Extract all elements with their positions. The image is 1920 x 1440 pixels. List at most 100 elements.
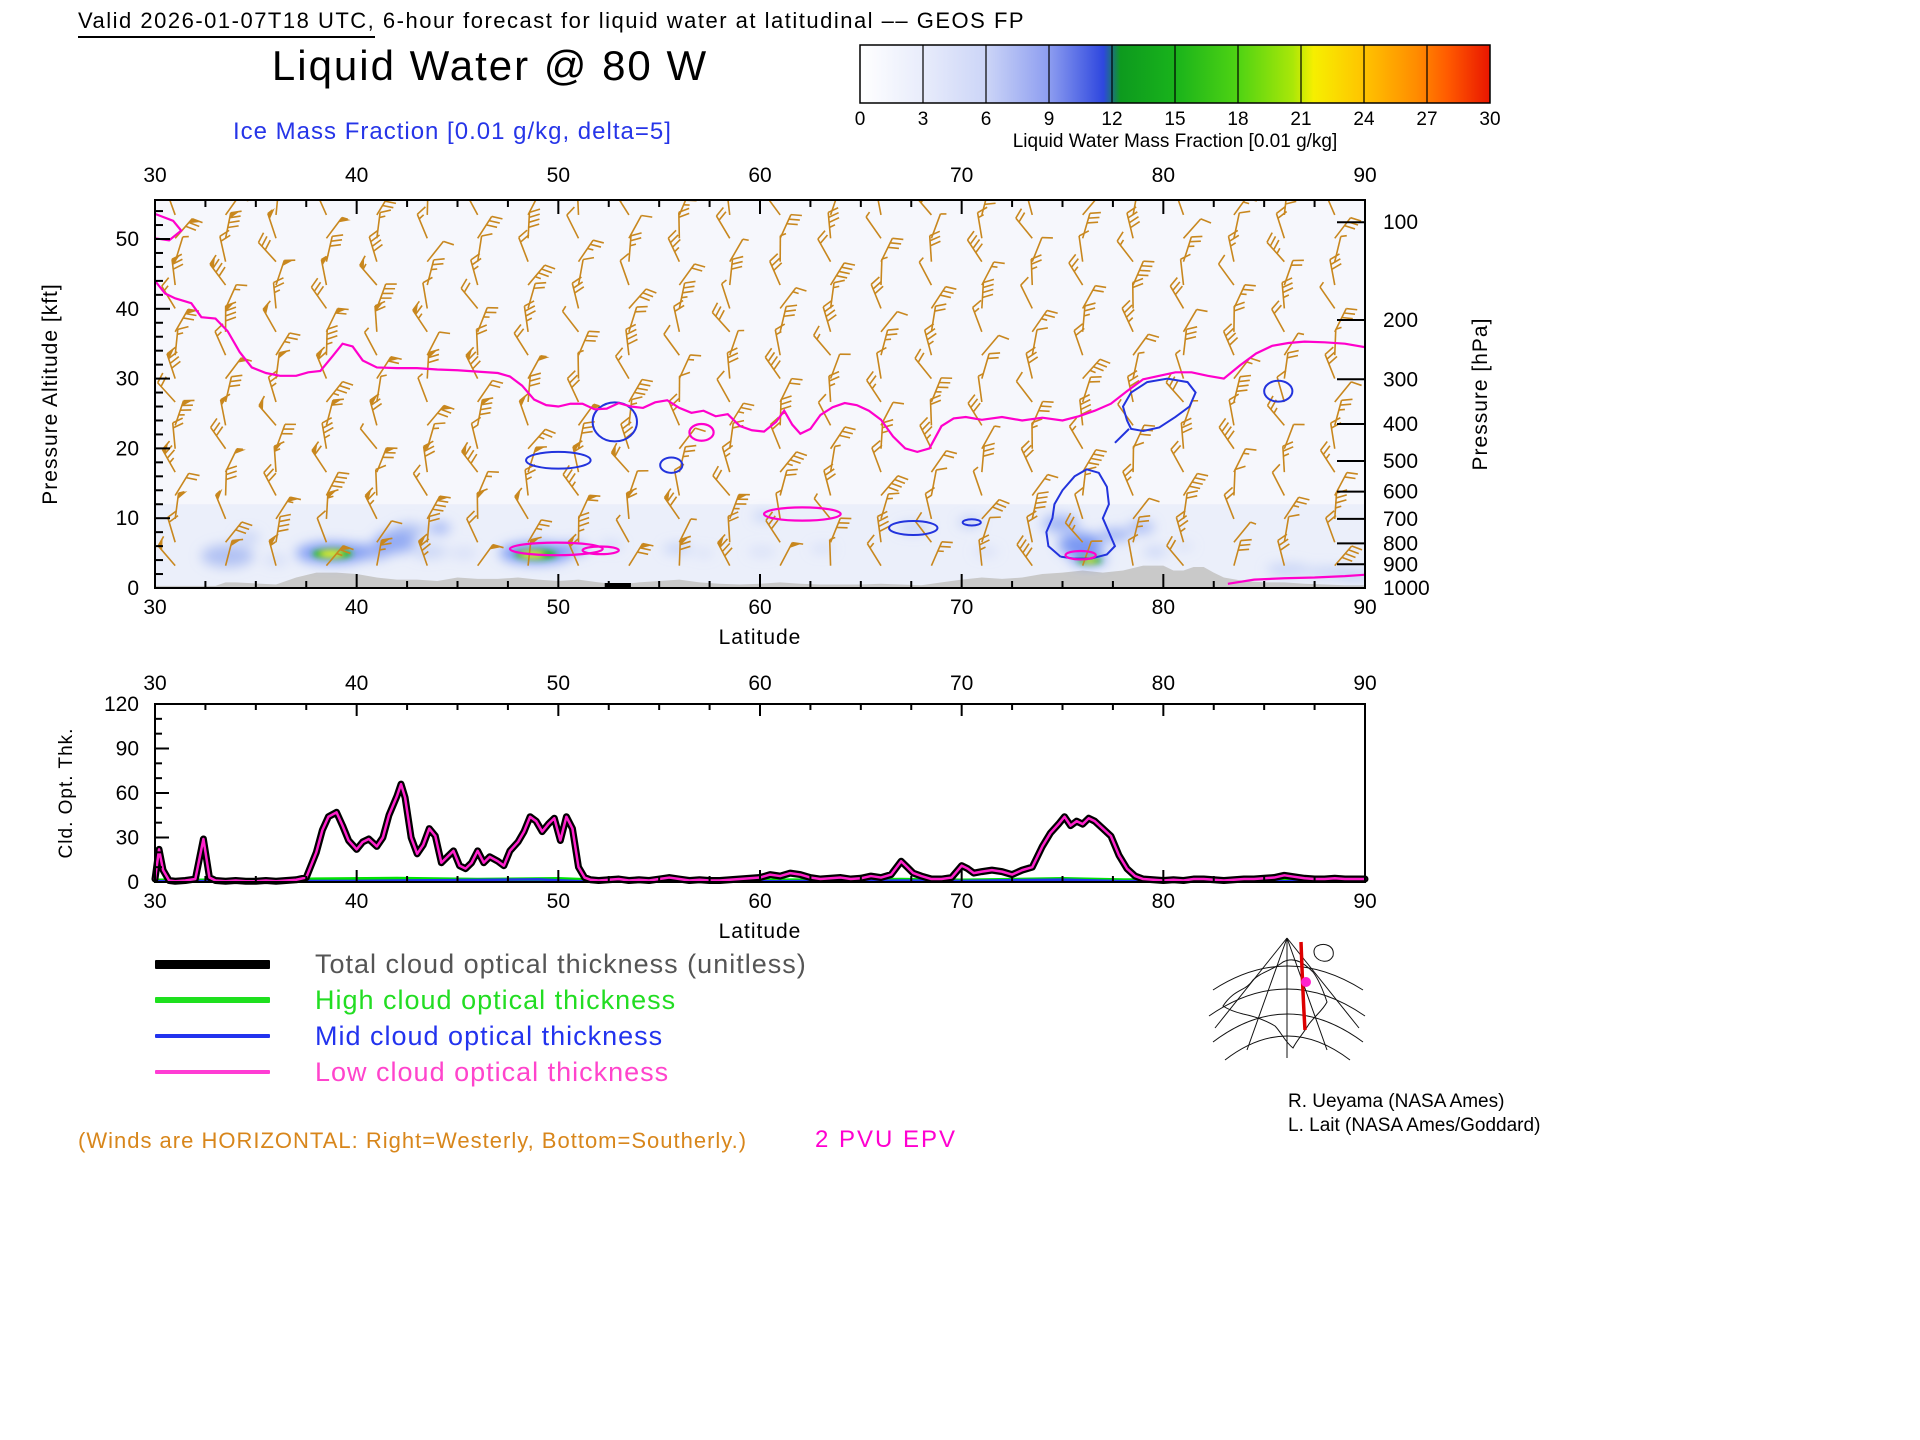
series-total [151, 780, 1369, 885]
svg-text:500: 500 [1383, 450, 1418, 473]
svg-text:20: 20 [116, 437, 139, 460]
svg-text:30: 30 [143, 890, 166, 913]
svg-text:40: 40 [345, 890, 368, 913]
ice-mass-contours [525, 377, 1294, 560]
lower-axes [154, 703, 1366, 883]
page-title: Liquid Water @ 80 W [271, 42, 709, 89]
svg-text:90: 90 [116, 738, 139, 761]
svg-text:Latitude: Latitude [719, 626, 802, 649]
cross-section-panel: 3030404050506060707080809090010203040501… [39, 164, 1492, 649]
legend-label-low: Low cloud optical thickness [315, 1056, 670, 1087]
svg-text:600: 600 [1383, 481, 1418, 504]
svg-text:50: 50 [116, 228, 139, 251]
valid-time-prefix: Valid 2026-01-07T18 UTC, [78, 8, 376, 38]
svg-text:300: 300 [1383, 368, 1418, 391]
svg-text:40: 40 [116, 298, 139, 321]
svg-text:Pressure [hPa]: Pressure [hPa] [1469, 318, 1492, 471]
svg-text:50: 50 [547, 890, 570, 913]
svg-text:21: 21 [1290, 109, 1311, 130]
legend-item-low: Low cloud optical thickness [155, 1054, 807, 1090]
svg-text:60: 60 [748, 890, 771, 913]
svg-text:200: 200 [1383, 309, 1418, 332]
legend-item-total: Total cloud optical thickness (unitless) [155, 946, 807, 982]
liquid-water-field [201, 511, 1364, 581]
svg-text:3: 3 [918, 109, 929, 130]
svg-text:0: 0 [855, 109, 866, 130]
optical-thickness-panel: 30304040505060607070808090900306090120La… [56, 672, 1377, 943]
main-axes [154, 199, 1366, 589]
svg-text:9: 9 [1044, 109, 1055, 130]
svg-text:40: 40 [345, 596, 368, 619]
legend-swatch-low [155, 1070, 270, 1074]
valid-time-header: Valid 2026-01-07T18 UTC, 6-hour forecast… [78, 8, 1026, 38]
svg-text:30: 30 [143, 672, 166, 695]
legend-label-total: Total cloud optical thickness (unitless) [315, 948, 807, 979]
svg-text:100: 100 [1383, 211, 1418, 234]
legend-swatch-mid [155, 1034, 270, 1038]
legend-label-high: High cloud optical thickness [315, 984, 677, 1015]
svg-text:30: 30 [116, 368, 139, 391]
svg-text:30: 30 [116, 827, 139, 850]
svg-text:120: 120 [104, 693, 139, 716]
svg-text:800: 800 [1383, 532, 1418, 555]
svg-text:30: 30 [143, 596, 166, 619]
svg-text:80: 80 [1152, 164, 1175, 187]
credit-line-2: L. Lait (NASA Ames/Goddard) [1288, 1115, 1541, 1136]
colorbar: 0 3 6 9 12 15 18 21 24 27 30 Liquid Water Mass Frac… [855, 44, 1501, 152]
svg-text:50: 50 [547, 596, 570, 619]
svg-text:27: 27 [1416, 109, 1437, 130]
legend-item-mid: Mid cloud optical thickness [155, 1018, 807, 1054]
location-marker [1301, 977, 1311, 987]
svg-text:30: 30 [143, 164, 166, 187]
svg-text:90: 90 [1353, 164, 1376, 187]
svg-text:50: 50 [547, 164, 570, 187]
svg-text:1000: 1000 [1383, 577, 1430, 600]
valid-time-rest: 6-hour forecast for liquid water at lati… [375, 8, 1026, 33]
svg-text:90: 90 [1353, 672, 1376, 695]
legend-swatch-total [155, 959, 270, 969]
svg-text:60: 60 [748, 164, 771, 187]
svg-text:30: 30 [1479, 109, 1500, 130]
svg-text:Cld. Opt. Thk.: Cld. Opt. Thk. [56, 728, 77, 859]
ice-mass-fraction-subtitle: Ice Mass Fraction [0.01 g/kg, delta=5] [233, 118, 672, 145]
svg-text:24: 24 [1353, 109, 1375, 130]
svg-text:Pressure Altitude [kft]: Pressure Altitude [kft] [39, 283, 62, 504]
epv-2pvu-line [156, 280, 1364, 454]
svg-text:400: 400 [1383, 413, 1418, 436]
legend: Total cloud optical thickness (unitless)… [155, 946, 807, 1090]
svg-text:15: 15 [1164, 109, 1185, 130]
credits: R. Ueyama (NASA Ames) L. Lait (NASA Ames… [1288, 1090, 1540, 1138]
svg-text:18: 18 [1227, 109, 1248, 130]
svg-text:60: 60 [748, 672, 771, 695]
svg-text:40: 40 [345, 164, 368, 187]
svg-text:Latitude: Latitude [719, 920, 802, 943]
svg-text:50: 50 [547, 672, 570, 695]
svg-text:80: 80 [1152, 672, 1175, 695]
svg-text:70: 70 [950, 672, 973, 695]
svg-text:70: 70 [950, 164, 973, 187]
svg-text:90: 90 [1353, 890, 1376, 913]
svg-text:10: 10 [116, 507, 139, 530]
svg-text:60: 60 [116, 782, 139, 805]
svg-text:60: 60 [748, 596, 771, 619]
svg-text:0: 0 [127, 871, 139, 894]
svg-text:900: 900 [1383, 553, 1418, 576]
svg-text:0: 0 [127, 577, 139, 600]
locator-map [1208, 937, 1366, 1061]
coastline [1222, 959, 1328, 1049]
svg-text:70: 70 [950, 596, 973, 619]
wind-barbs [156, 201, 1363, 567]
svg-text:40: 40 [345, 672, 368, 695]
svg-text:Liquid Water Mass Fraction [0.: Liquid Water Mass Fraction [0.01 g/kg] [1013, 131, 1338, 152]
svg-text:70: 70 [950, 890, 973, 913]
epv-contour-label: 2 PVU EPV [815, 1126, 958, 1153]
winds-note: (Winds are HORIZONTAL: Right=Westerly, B… [78, 1128, 748, 1153]
svg-text:6: 6 [981, 109, 992, 130]
credit-line-1: R. Ueyama (NASA Ames) [1288, 1091, 1505, 1112]
svg-text:80: 80 [1152, 596, 1175, 619]
svg-text:90: 90 [1353, 596, 1376, 619]
svg-text:80: 80 [1152, 890, 1175, 913]
series-low [153, 782, 1367, 883]
